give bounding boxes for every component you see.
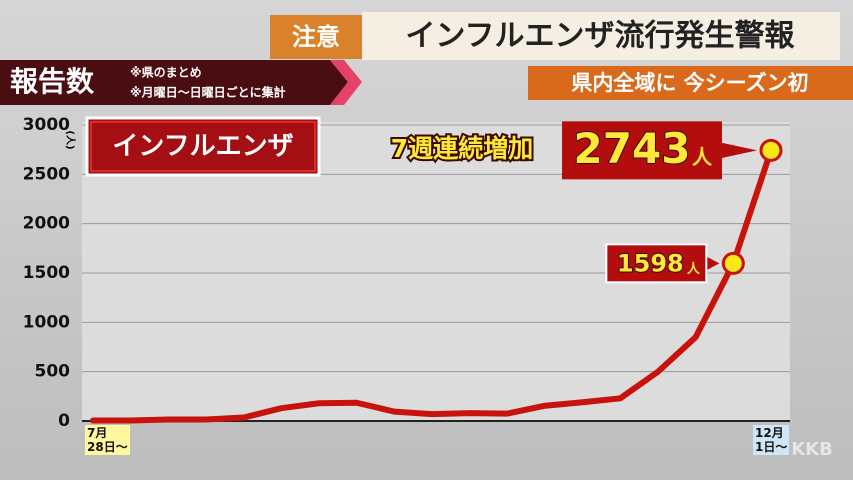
- badge-box: [270, 15, 362, 59]
- note: ※県のまとめ: [130, 66, 202, 80]
- section-title: 報告数: [10, 65, 95, 98]
- y-tick-label: 0: [58, 411, 70, 431]
- y-tick-label: 1500: [23, 263, 70, 283]
- note: ※月曜日～日曜日ごとに集計: [130, 85, 286, 100]
- y-tick-label: 3000: [23, 115, 70, 135]
- data-label-unit: 人: [687, 261, 701, 277]
- data-line: [90, 147, 774, 424]
- point-marker: [721, 251, 745, 275]
- callout-arrow: [704, 255, 720, 272]
- banner-box: [528, 66, 853, 100]
- y-tick-label: 500: [35, 362, 71, 382]
- data-label: 1598: [617, 249, 684, 277]
- y-tick-label: 1000: [23, 312, 70, 332]
- y-tick-label: 2000: [23, 214, 70, 234]
- x-tick-label: 7月 28日～: [85, 425, 130, 455]
- title-box: [85, 116, 321, 177]
- callout-box: [562, 121, 722, 180]
- data-label-unit: 人: [692, 145, 713, 169]
- data-label: 2743: [574, 124, 691, 173]
- banner: 県内全域に 今シーズン初: [571, 71, 808, 95]
- title-box-border: [90, 121, 316, 172]
- callout-box: [605, 243, 708, 284]
- headline: インフルエンザ流行発生警報: [405, 19, 795, 54]
- chevron: [330, 60, 362, 105]
- section-band: [0, 60, 348, 105]
- watermark: KKB: [791, 439, 833, 460]
- point-marker: [759, 138, 783, 162]
- annotation: 7週連続増加: [391, 134, 533, 163]
- headline-box: [362, 12, 840, 60]
- y-axis-label: (人): [64, 130, 77, 149]
- chart-title: インフルエンザ: [112, 132, 293, 162]
- y-tick-label: 2500: [23, 164, 70, 184]
- badge: 注意: [292, 23, 340, 51]
- x-tick-label: 12月 1日～: [753, 425, 790, 455]
- callout-arrow: [720, 142, 757, 159]
